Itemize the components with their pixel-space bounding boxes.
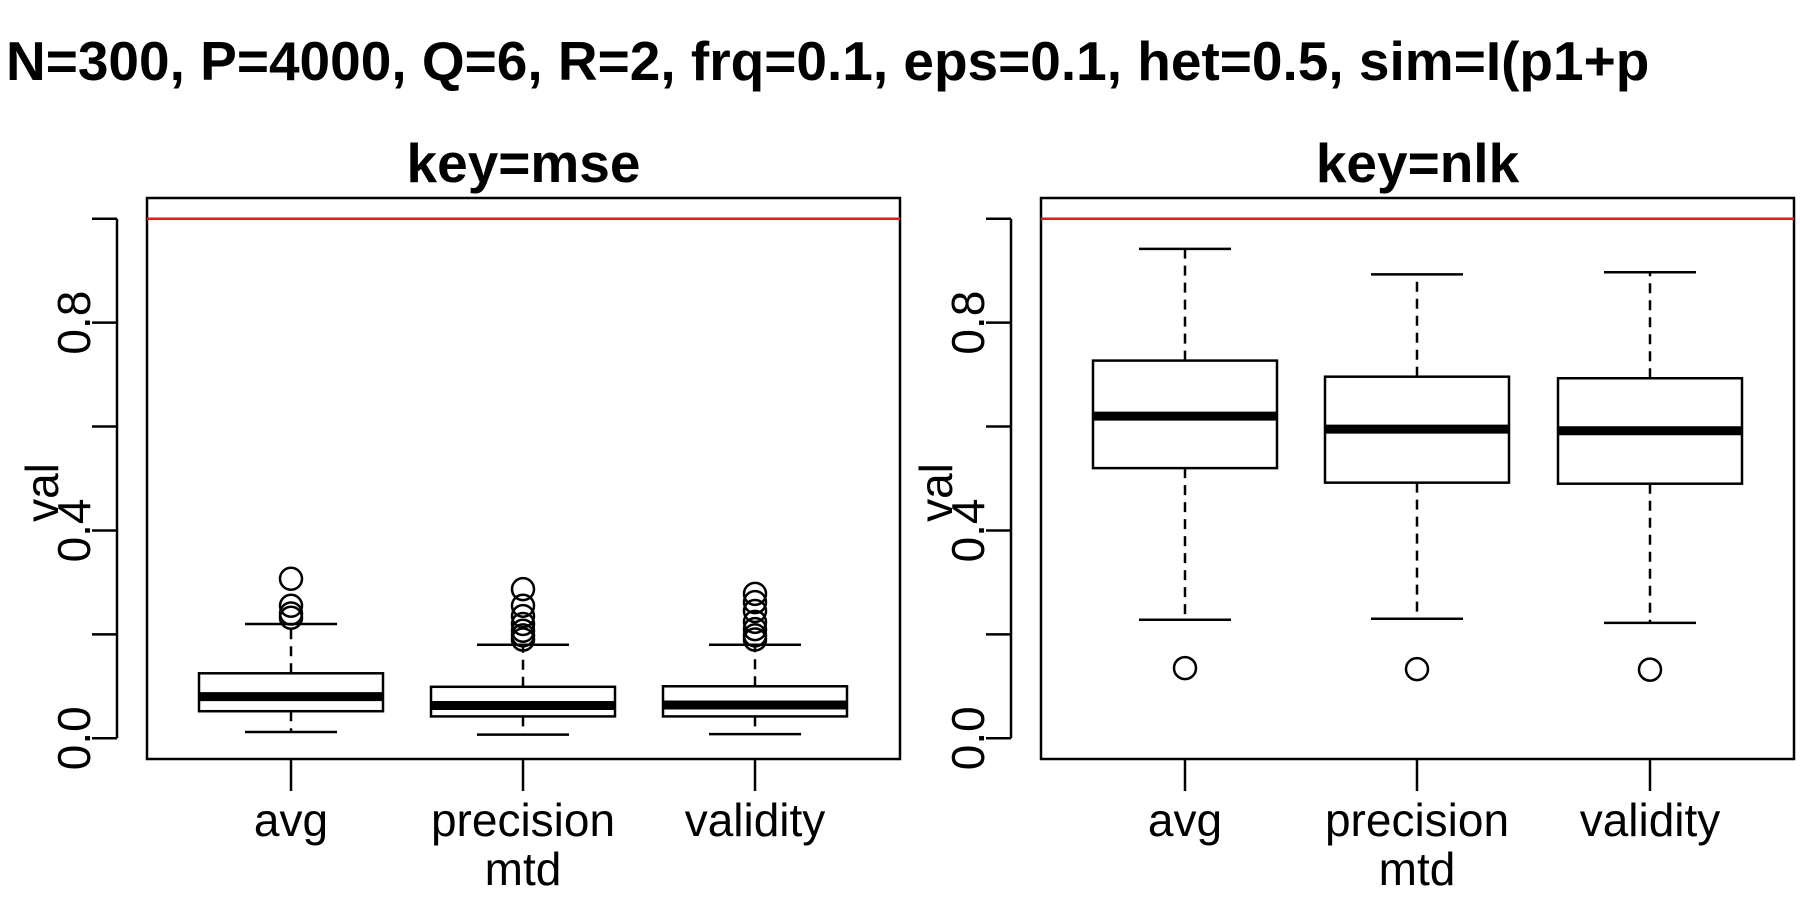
box-precision [429,576,617,736]
x-axis-label: mtd [485,843,562,895]
outlier-point [1404,656,1430,682]
outlier-point [742,581,768,607]
outlier-point [510,576,536,602]
y-tick-label: 0.0 [48,706,100,770]
y-tick-label: 0.4 [942,498,994,562]
outlier-point [742,623,768,648]
figure-title: N=300, P=4000, Q=6, R=2, frq=0.1, eps=0.… [6,30,1649,92]
y-tick-label: 0.4 [48,498,100,562]
box-avg [197,566,385,734]
box-validity [1556,271,1744,682]
outlier-point [1172,655,1198,681]
outlier-point [510,593,536,619]
x-tick-label: validity [685,794,826,846]
outlier-point [1637,657,1663,682]
box-avg [1091,247,1279,681]
x-tick-label: precision [1325,794,1509,846]
outlier-point [742,609,768,635]
x-axis-label: mtd [1379,843,1456,895]
panel-title: key=mse [407,132,641,194]
y-axis-label: val [910,463,962,522]
outlier-point [510,618,536,643]
box-precision [1323,273,1511,682]
outlier-point [278,601,304,626]
x-tick-label: avg [254,794,328,846]
panel-title: key=nlk [1316,132,1520,194]
outlier-point [278,566,304,592]
y-tick-label: 0.0 [942,706,994,770]
outlier-point [510,611,536,637]
outlier-point [278,593,304,619]
outlier-point [742,616,768,642]
panel-mse: key=mse 0.0 0.4 0.8 val avg precision validity m… [16,132,902,895]
panel-nlk: key=nlk 0.0 0.4 0.8 val avg precision validity m… [910,132,1796,895]
y-tick-label: 0.8 [942,291,994,355]
x-tick-label: avg [1148,794,1222,846]
outlier-point [742,598,768,624]
y-axis-label: val [16,463,68,522]
y-tick-label: 0.8 [48,291,100,355]
x-tick-label: validity [1580,794,1721,846]
x-tick-label: precision [431,794,615,846]
box-validity [661,581,849,736]
outlier-point [742,589,768,615]
outlier-point [510,603,536,629]
